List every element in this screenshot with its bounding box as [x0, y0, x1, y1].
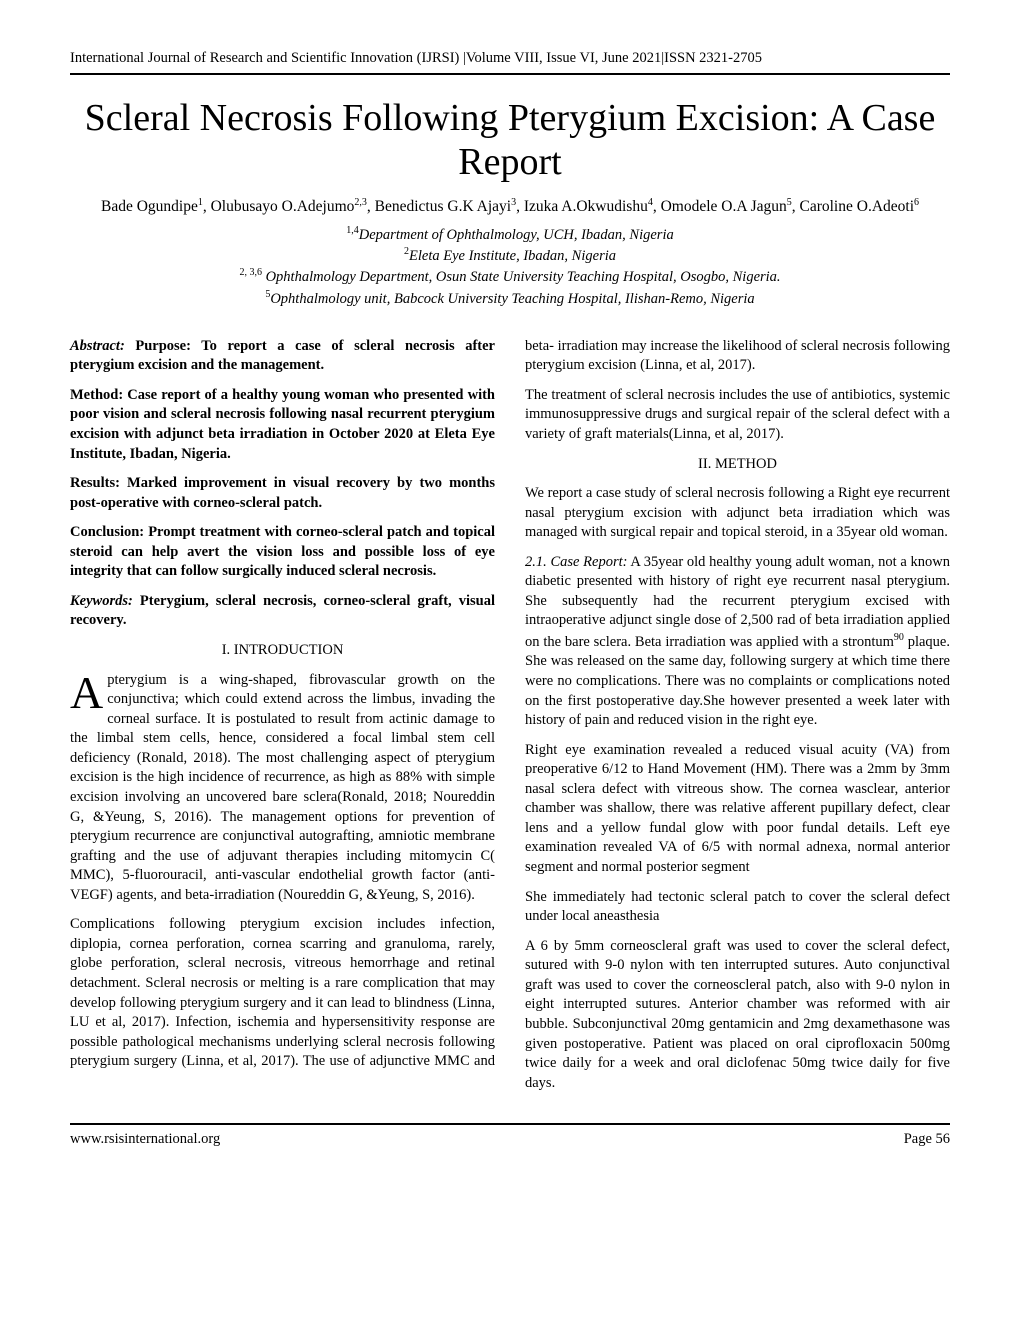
content-columns: Abstract: Purpose: To report a case of s… [70, 337, 950, 1094]
authors-line: Bade Ogundipe1, Olubusayo O.Adejumo2,3, … [70, 196, 950, 218]
section-2-heading: II. METHOD [525, 455, 950, 475]
paper-title: Scleral Necrosis Following Pterygium Exc… [70, 97, 950, 184]
intro-paragraph-3: The treatment of scleral necrosis includ… [525, 386, 950, 445]
case-report-paragraph-2: Right eye examination revealed a reduced… [525, 741, 950, 878]
abstract-method: Method: Case report of a healthy young w… [70, 386, 495, 464]
abstract-results: Results: Marked improvement in visual re… [70, 474, 495, 513]
intro-p1-text: pterygium is a wing-shaped, fibrovascula… [70, 672, 495, 903]
top-rule [70, 73, 950, 75]
case-report-paragraph-4: A 6 by 5mm corneoscleral graft was used … [525, 937, 950, 1094]
page-footer: www.rsisinternational.org Page 56 [70, 1123, 950, 1148]
section-1-heading: I. INTRODUCTION [70, 641, 495, 661]
abstract-purpose-text: Purpose: To report a case of scleral nec… [70, 338, 495, 374]
footer-row: www.rsisinternational.org Page 56 [70, 1131, 950, 1148]
abstract-label: Abstract: [70, 338, 125, 354]
journal-header: International Journal of Research and Sc… [70, 50, 950, 67]
footer-url: www.rsisinternational.org [70, 1131, 220, 1148]
method-paragraph-1: We report a case study of scleral necros… [525, 484, 950, 543]
keywords-line: Keywords: Pterygium, scleral necrosis, c… [70, 592, 495, 631]
intro-paragraph-1: A pterygium is a wing-shaped, fibrovascu… [70, 671, 495, 906]
affiliations-block: 1,4Department of Ophthalmology, UCH, Iba… [70, 224, 950, 309]
abstract-purpose: Abstract: Purpose: To report a case of s… [70, 337, 495, 376]
case-report-paragraph-1: 2.1. Case Report: A 35year old healthy y… [525, 553, 950, 731]
case-report-label: 2.1. Case Report: [525, 554, 627, 570]
dropcap-a: A [70, 671, 107, 712]
keywords-text: Pterygium, scleral necrosis, corneo-scle… [70, 593, 495, 629]
bottom-rule [70, 1123, 950, 1125]
abstract-conclusion: Conclusion: Prompt treatment with corneo… [70, 523, 495, 582]
footer-page-number: Page 56 [904, 1131, 950, 1148]
case-report-paragraph-3: She immediately had tectonic scleral pat… [525, 888, 950, 927]
case-p1-text: A 35year old healthy young adult woman, … [525, 554, 950, 728]
keywords-label: Keywords: [70, 593, 133, 609]
